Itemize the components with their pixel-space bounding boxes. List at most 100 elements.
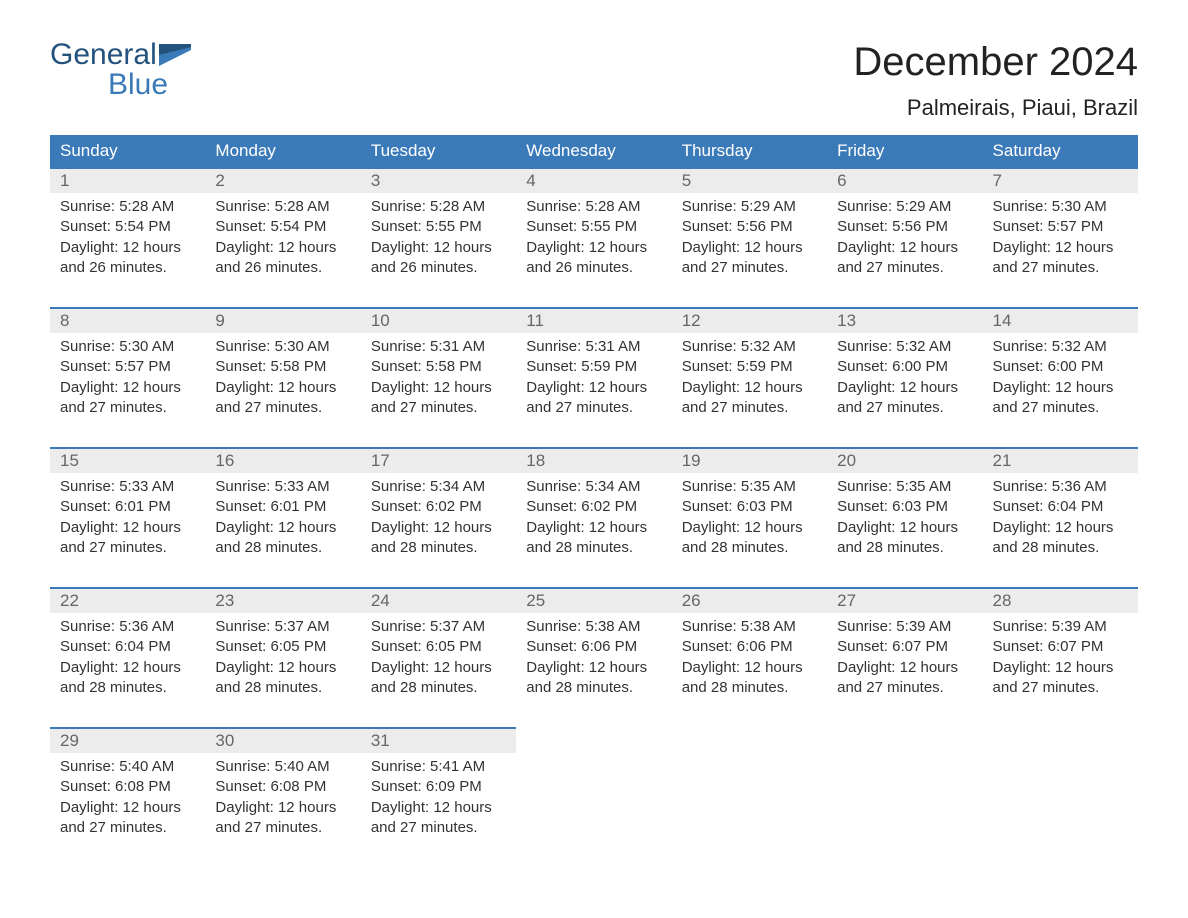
day-number-cell: 29: [50, 728, 205, 753]
day-info-line: Sunrise: 5:36 AM: [60, 617, 195, 637]
day-number-cell: 11: [516, 308, 671, 333]
day-number-cell: 15: [50, 448, 205, 473]
day-info-line: Sunrise: 5:33 AM: [60, 477, 195, 497]
day-number-cell: 26: [672, 588, 827, 613]
day-info-line: and 26 minutes.: [215, 258, 350, 278]
day-content-cell: Sunrise: 5:32 AMSunset: 6:00 PMDaylight:…: [983, 333, 1138, 426]
day-info-line: Sunset: 5:56 PM: [682, 217, 817, 237]
day-content-cell: Sunrise: 5:35 AMSunset: 6:03 PMDaylight:…: [672, 473, 827, 566]
day-content-cell: Sunrise: 5:36 AMSunset: 6:04 PMDaylight:…: [50, 613, 205, 706]
day-info-line: Daylight: 12 hours: [215, 378, 350, 398]
day-info-line: Sunrise: 5:39 AM: [993, 617, 1128, 637]
day-number-row: 1234567: [50, 168, 1138, 193]
day-content-cell: Sunrise: 5:37 AMSunset: 6:05 PMDaylight:…: [205, 613, 360, 706]
day-info-line: Sunset: 6:03 PM: [837, 497, 972, 517]
logo: General Blue: [50, 40, 191, 100]
day-info-line: Daylight: 12 hours: [371, 378, 506, 398]
day-number-cell: 31: [361, 728, 516, 753]
day-info-line: Sunset: 5:59 PM: [526, 357, 661, 377]
day-info-line: Sunset: 5:54 PM: [60, 217, 195, 237]
day-info-line: Daylight: 12 hours: [837, 378, 972, 398]
day-info-line: Daylight: 12 hours: [60, 238, 195, 258]
day-number-cell: 5: [672, 168, 827, 193]
day-info-line: Sunrise: 5:34 AM: [371, 477, 506, 497]
day-info-line: Sunrise: 5:32 AM: [682, 337, 817, 357]
day-content-row: Sunrise: 5:36 AMSunset: 6:04 PM Daylight:…: [50, 613, 1138, 706]
day-info-line: Sunset: 6:05 PM: [215, 637, 350, 657]
day-info-line: Sunrise: 5:31 AM: [371, 337, 506, 357]
day-content-cell: Sunrise: 5:36 AMSunset: 6:04 PMDaylight:…: [983, 473, 1138, 566]
day-content-cell: Sunrise: 5:32 AMSunset: 6:00 PMDaylight:…: [827, 333, 982, 426]
day-content-cell: Sunrise: 5:41 AMSunset: 6:09 PMDaylight:…: [361, 753, 516, 846]
day-number-row: 293031: [50, 728, 1138, 753]
day-info-line: Daylight: 12 hours: [371, 238, 506, 258]
day-info-line: Sunset: 5:56 PM: [837, 217, 972, 237]
day-content-cell: Sunrise: 5:37 AMSunset: 6:05 PMDaylight:…: [361, 613, 516, 706]
day-info-line: Sunrise: 5:35 AM: [682, 477, 817, 497]
day-number-cell: 10: [361, 308, 516, 333]
day-info-line: and 28 minutes.: [215, 538, 350, 558]
week-separator: [50, 426, 1138, 448]
day-info-line: Sunrise: 5:29 AM: [837, 197, 972, 217]
day-info-line: Daylight: 12 hours: [682, 518, 817, 538]
day-number-cell: 22: [50, 588, 205, 613]
day-info-line: Daylight: 12 hours: [993, 518, 1128, 538]
day-content-cell: Sunrise: 5:35 AMSunset: 6:03 PMDaylight:…: [827, 473, 982, 566]
day-number-cell: 7: [983, 168, 1138, 193]
day-number-cell: 8: [50, 308, 205, 333]
day-info-line: and 28 minutes.: [526, 678, 661, 698]
day-info-line: Sunrise: 5:36 AM: [993, 477, 1128, 497]
day-info-line: Daylight: 12 hours: [215, 798, 350, 818]
day-info-line: Sunset: 6:04 PM: [60, 637, 195, 657]
day-content-cell: Sunrise: 5:33 AMSunset: 6:01 PMDaylight:…: [205, 473, 360, 566]
day-info-line: Sunrise: 5:29 AM: [682, 197, 817, 217]
day-info-line: Sunset: 6:04 PM: [993, 497, 1128, 517]
day-info-line: Daylight: 12 hours: [993, 238, 1128, 258]
day-content-cell: [672, 753, 827, 846]
day-content-cell: Sunrise: 5:28 AMSunset: 5:55 PMDaylight:…: [361, 193, 516, 286]
day-info-line: and 28 minutes.: [526, 538, 661, 558]
day-content-cell: Sunrise: 5:40 AMSunset: 6:08 PMDaylight:…: [205, 753, 360, 846]
week-separator: [50, 566, 1138, 588]
day-info-line: and 26 minutes.: [526, 258, 661, 278]
day-info-line: Sunset: 6:07 PM: [837, 637, 972, 657]
day-info-line: Daylight: 12 hours: [371, 658, 506, 678]
day-number-cell: 19: [672, 448, 827, 473]
day-number-cell: 6: [827, 168, 982, 193]
day-info-line: Sunrise: 5:28 AM: [60, 197, 195, 217]
day-info-line: Daylight: 12 hours: [837, 238, 972, 258]
day-number-cell: 2: [205, 168, 360, 193]
day-content-row: Sunrise: 5:28 AMSunset: 5:54 PMDaylight:…: [50, 193, 1138, 286]
day-info-line: Sunset: 6:09 PM: [371, 777, 506, 797]
day-content-cell: Sunrise: 5:28 AMSunset: 5:54 PMDaylight:…: [50, 193, 205, 286]
day-number-cell: 27: [827, 588, 982, 613]
day-info-line: and 27 minutes.: [60, 538, 195, 558]
day-info-line: and 27 minutes.: [371, 398, 506, 418]
day-info-line: and 27 minutes.: [60, 818, 195, 838]
day-info-line: Daylight: 12 hours: [526, 518, 661, 538]
day-content-cell: Sunrise: 5:39 AMSunset: 6:07 PMDaylight:…: [827, 613, 982, 706]
day-content-cell: Sunrise: 5:39 AMSunset: 6:07 PMDaylight:…: [983, 613, 1138, 706]
day-info-line: Daylight: 12 hours: [837, 518, 972, 538]
day-info-line: Daylight: 12 hours: [682, 238, 817, 258]
day-info-line: Sunset: 6:08 PM: [215, 777, 350, 797]
day-number-cell: 28: [983, 588, 1138, 613]
day-content-cell: Sunrise: 5:29 AMSunset: 5:56 PMDaylight:…: [672, 193, 827, 286]
day-number-cell: 14: [983, 308, 1138, 333]
day-info-line: and 27 minutes.: [215, 398, 350, 418]
day-content-cell: Sunrise: 5:28 AMSunset: 5:54 PMDaylight:…: [205, 193, 360, 286]
day-info-line: and 28 minutes.: [371, 678, 506, 698]
day-info-line: Daylight: 12 hours: [526, 238, 661, 258]
day-info-line: and 28 minutes.: [993, 538, 1128, 558]
day-info-line: and 28 minutes.: [837, 538, 972, 558]
day-info-line: Sunset: 5:58 PM: [371, 357, 506, 377]
weekday-header: Saturday: [983, 135, 1138, 168]
day-content-cell: Sunrise: 5:32 AMSunset: 5:59 PMDaylight:…: [672, 333, 827, 426]
week-separator: [50, 706, 1138, 728]
day-content-cell: Sunrise: 5:31 AMSunset: 5:58 PMDaylight:…: [361, 333, 516, 426]
day-content-cell: [516, 753, 671, 846]
day-info-line: Daylight: 12 hours: [526, 378, 661, 398]
day-info-line: Sunset: 5:55 PM: [371, 217, 506, 237]
day-content-cell: Sunrise: 5:34 AMSunset: 6:02 PMDaylight:…: [516, 473, 671, 566]
day-info-line: and 27 minutes.: [682, 258, 817, 278]
